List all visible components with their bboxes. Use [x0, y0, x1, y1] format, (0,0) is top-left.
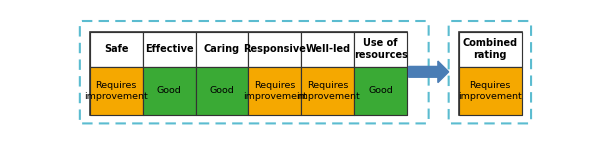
Text: Good: Good [368, 86, 393, 95]
Text: Responsive: Responsive [244, 44, 306, 54]
Text: Good: Good [157, 86, 182, 95]
Text: Caring: Caring [204, 44, 240, 54]
Text: Safe: Safe [104, 44, 129, 54]
Bar [354, 32, 407, 67]
Text: Good: Good [210, 86, 234, 95]
Text: Combined
rating: Combined rating [462, 38, 518, 60]
Bar [459, 32, 522, 67]
Text: Well-led: Well-led [305, 44, 350, 54]
Bar [302, 67, 354, 115]
Text: Effective: Effective [145, 44, 194, 54]
Bar [459, 32, 522, 115]
Text: Requires
improvement: Requires improvement [85, 81, 148, 101]
Bar [90, 32, 142, 67]
Text: Requires
improvement: Requires improvement [458, 81, 522, 101]
Text: Use of
resources: Use of resources [353, 38, 408, 60]
Bar [459, 67, 522, 115]
Bar [142, 32, 195, 67]
Bar [90, 32, 407, 115]
Bar [302, 32, 354, 67]
Bar [195, 67, 249, 115]
Bar [249, 67, 302, 115]
Bar [354, 67, 407, 115]
Bar [90, 67, 142, 115]
Bar [142, 67, 195, 115]
Text: Requires
improvement: Requires improvement [243, 81, 307, 101]
Text: Requires
improvement: Requires improvement [296, 81, 359, 101]
FancyArrow shape [409, 61, 449, 83]
Bar [249, 32, 302, 67]
Bar [195, 32, 249, 67]
